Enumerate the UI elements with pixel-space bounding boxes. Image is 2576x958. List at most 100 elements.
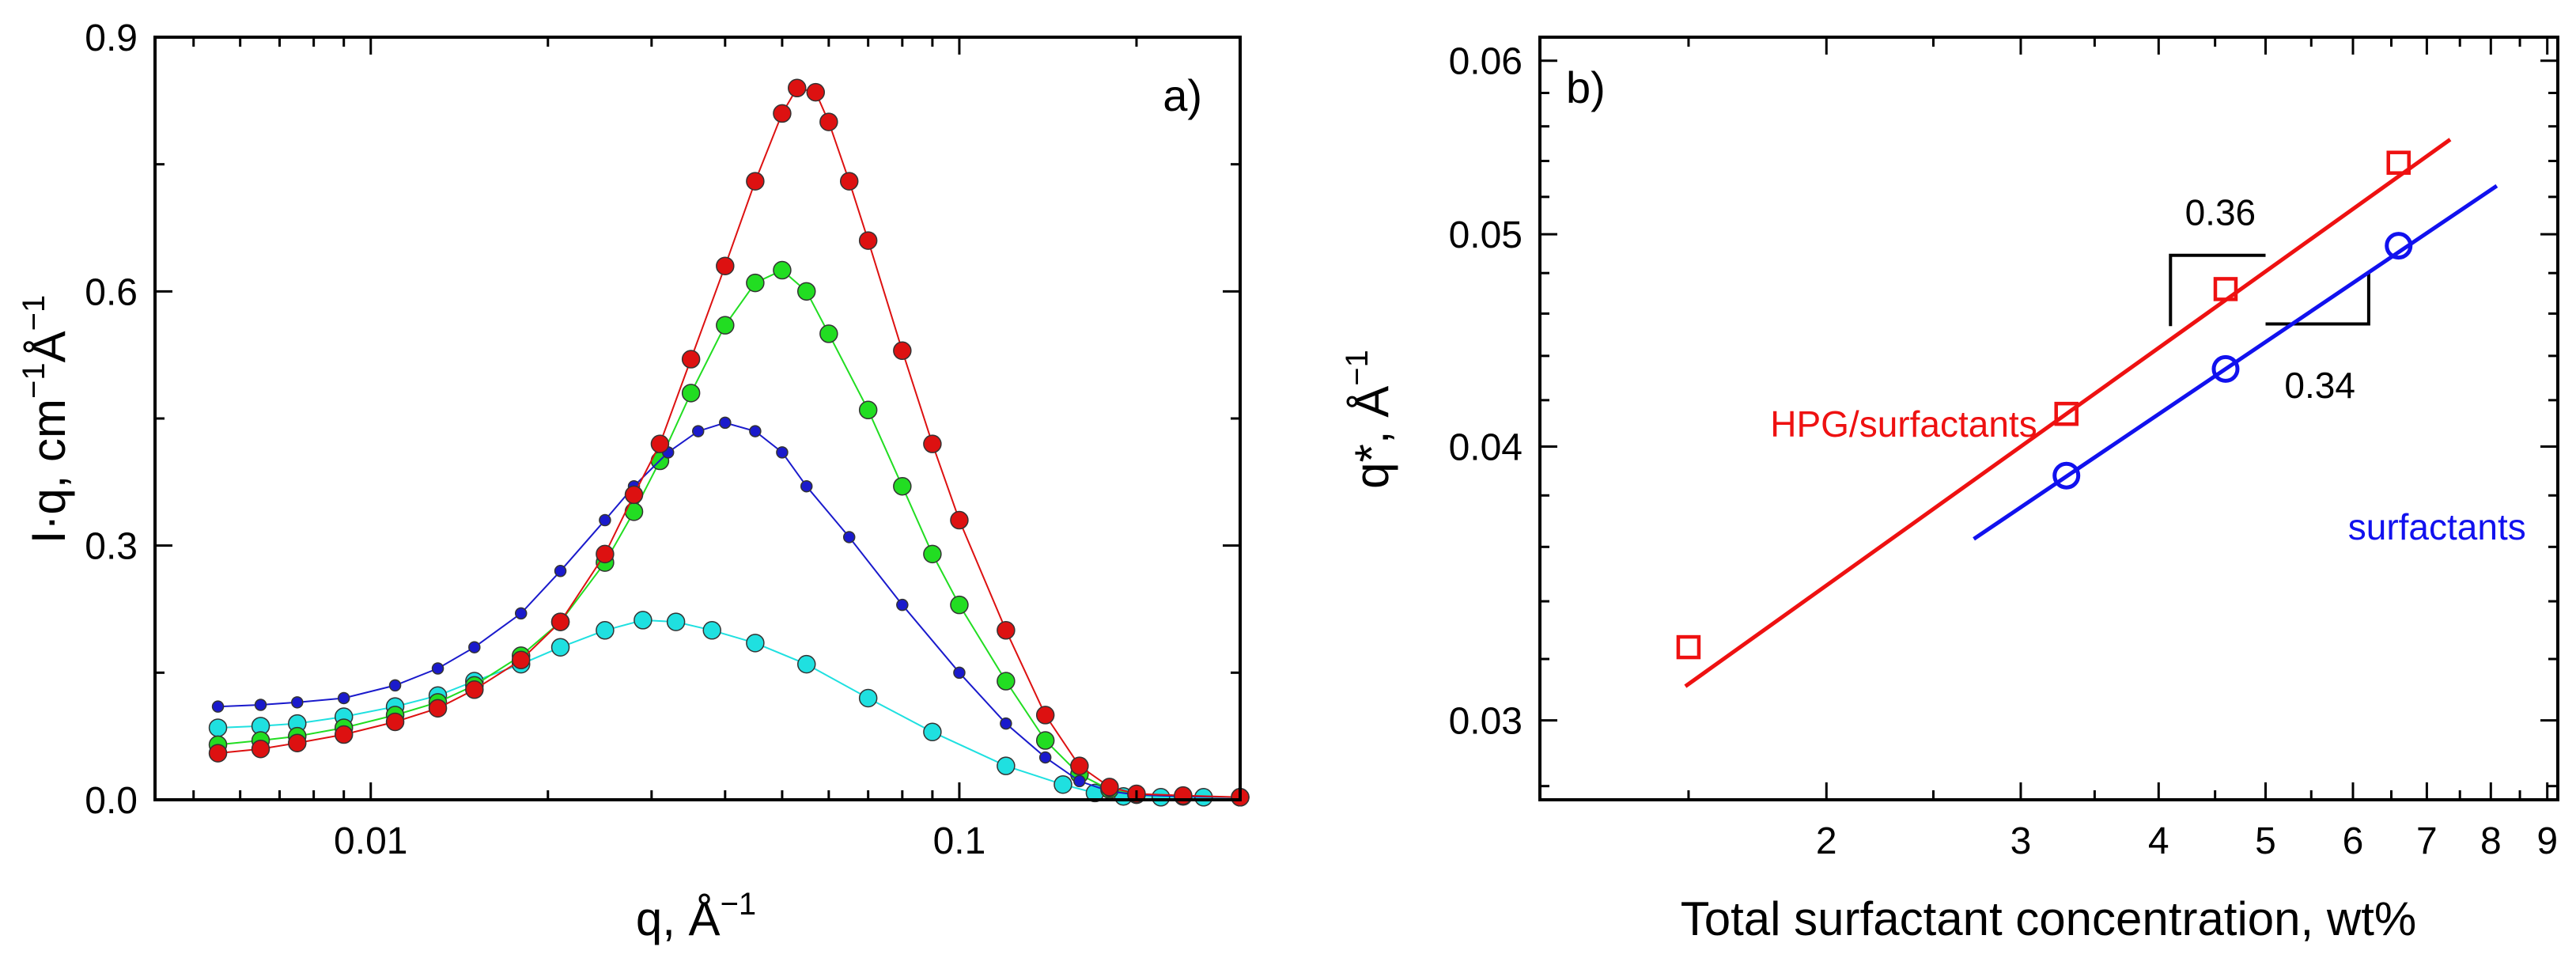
data-point	[746, 634, 765, 653]
data-point	[208, 718, 228, 737]
data-point	[291, 696, 304, 709]
series-red	[208, 78, 1250, 807]
data-point	[208, 744, 228, 763]
data-point	[839, 172, 859, 191]
series-blue	[211, 416, 1246, 804]
data-point	[858, 688, 878, 708]
y-tick-label: 0.03	[1449, 701, 1523, 743]
data-point	[997, 756, 1016, 775]
data-point	[1073, 774, 1086, 788]
data-point	[796, 654, 816, 674]
data-point	[691, 425, 705, 437]
panel-b-series	[1676, 138, 2498, 688]
data-point	[1035, 706, 1055, 725]
data-point	[251, 739, 270, 759]
data-point	[431, 662, 444, 675]
panel-a-xlabel: q, Å−1	[636, 887, 756, 945]
data-point	[923, 544, 942, 564]
data-point	[796, 282, 816, 301]
annotation-label: HPG/surfactants	[1770, 403, 2037, 445]
data-point	[211, 700, 225, 713]
panel-a-label: a)	[1163, 70, 1202, 120]
data-point	[624, 485, 644, 505]
data-point	[1000, 717, 1012, 730]
data-point	[554, 565, 567, 577]
data-point	[788, 78, 807, 98]
x-tick-label: 6	[2343, 820, 2364, 862]
panel-b: 2 3 4 5 6 7 8 9 0.03 0.04 0.05 0.06 0.36 0.34 HPG/sur…	[1340, 36, 2559, 945]
y-tick-label: 0.04	[1449, 427, 1523, 469]
data-point	[746, 273, 765, 293]
data-point	[1100, 778, 1119, 797]
x-tick-label: 5	[2255, 820, 2276, 862]
x-tick-label: 2	[1816, 820, 1837, 862]
panel-a: 0.01 0.1 0.0 0.3 0.6 0.9 a) q, Å−1 I·q, cm−1Å…	[17, 17, 1250, 945]
data-point	[819, 324, 838, 343]
panel-b-label: b)	[1566, 62, 1606, 112]
data-point	[719, 416, 732, 430]
x-tick-label: 9	[2536, 820, 2558, 862]
data-point	[776, 446, 789, 459]
data-point	[858, 231, 878, 250]
data-point	[2052, 461, 2081, 490]
data-point	[893, 341, 912, 361]
data-point	[997, 621, 1016, 640]
data-point	[288, 733, 307, 752]
x-tick-label: 4	[2148, 820, 2169, 862]
y-tick-label: 0.9	[85, 17, 138, 59]
data-point	[2385, 232, 2413, 260]
series-line	[218, 269, 1241, 798]
panel-b-ylabel: q*, Å−1	[1340, 350, 1398, 489]
data-point	[666, 612, 686, 631]
data-point	[599, 513, 611, 527]
annotation-label: surfactants	[2348, 506, 2526, 547]
data-point	[514, 607, 528, 620]
panel-b-annotations: 0.36 0.34 HPG/surfactants surfactants	[1770, 192, 2525, 547]
data-point	[893, 476, 912, 496]
data-point	[702, 621, 721, 640]
data-point	[681, 350, 701, 369]
y-tick-label: 0.3	[85, 526, 138, 568]
data-point	[716, 316, 735, 335]
series-line	[218, 422, 1241, 798]
data-point	[2213, 277, 2238, 301]
slope-triangle	[2265, 273, 2370, 326]
data-point	[2054, 401, 2079, 426]
x-tick-label: 0.1	[933, 820, 986, 862]
data-point	[334, 725, 354, 744]
panel-b-slope-triangles	[2169, 253, 2370, 327]
data-point	[1035, 731, 1055, 750]
data-point	[1053, 774, 1072, 794]
y-tick-label: 0.0	[85, 780, 138, 822]
data-point	[596, 621, 615, 640]
data-point	[773, 104, 792, 123]
data-point	[819, 112, 838, 131]
y-tick-label: 0.06	[1449, 41, 1523, 83]
fit-line	[1684, 138, 2452, 688]
data-point	[950, 595, 969, 615]
data-point	[650, 434, 670, 453]
annotation-label: 0.34	[2284, 365, 2355, 406]
data-point	[2386, 150, 2411, 175]
data-point	[800, 479, 813, 493]
data-point	[923, 434, 942, 453]
data-point	[385, 712, 405, 732]
series-green	[208, 260, 1250, 807]
data-point	[953, 666, 966, 680]
data-point	[465, 680, 484, 699]
x-tick-label: 0.01	[334, 820, 407, 862]
data-point	[716, 256, 735, 275]
data-point	[596, 544, 615, 564]
data-point	[2211, 354, 2240, 383]
data-point	[896, 598, 909, 612]
annotation-label: 0.36	[2185, 192, 2256, 233]
data-point	[806, 82, 826, 102]
data-point	[842, 531, 856, 543]
data-point	[749, 425, 762, 437]
panel-a-ylabel: I·q, cm−1Å−1	[17, 295, 75, 544]
x-tick-label: 7	[2416, 820, 2438, 862]
data-point	[254, 699, 267, 711]
data-point	[1676, 634, 1701, 660]
panel-b-frame	[1538, 36, 2559, 801]
data-point	[428, 699, 448, 718]
